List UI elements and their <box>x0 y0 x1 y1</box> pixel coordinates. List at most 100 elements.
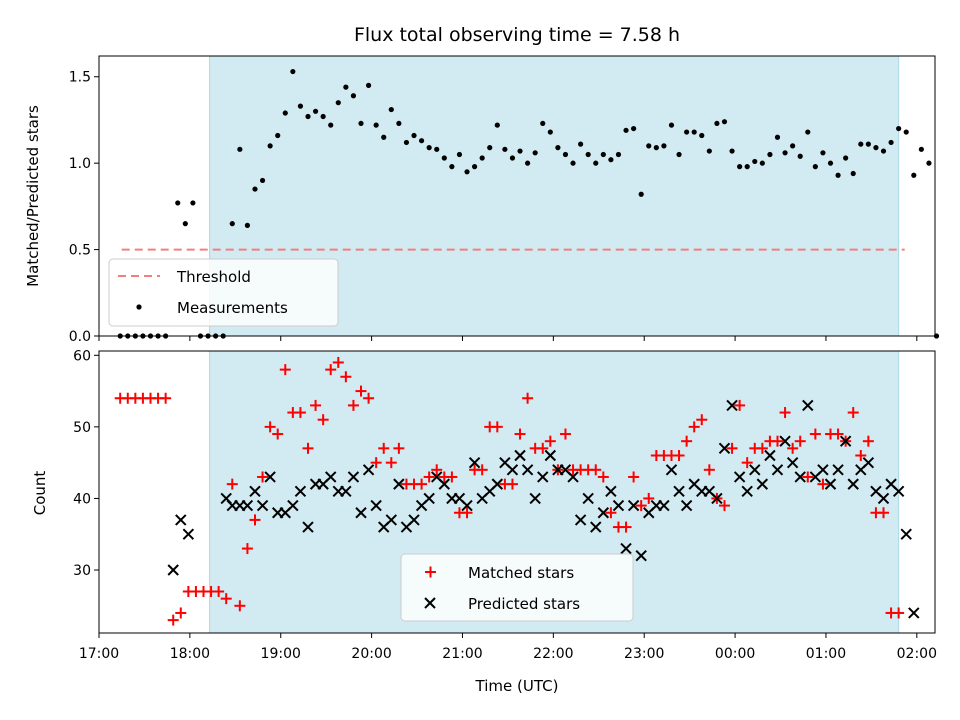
time-x-tick-label: 18:00 <box>170 646 210 662</box>
measurement-point <box>820 150 826 156</box>
matched-star-point <box>416 478 428 490</box>
predicted-x-b <box>393 478 405 490</box>
predicted-star-point <box>658 499 670 512</box>
predicted-star-point <box>711 492 723 505</box>
predicted-x-b <box>771 464 784 476</box>
predicted-star-point <box>832 464 844 476</box>
matched-star-point <box>302 442 314 454</box>
predicted-x-b <box>499 456 511 469</box>
measurement-point <box>441 155 447 161</box>
predicted-x-b <box>620 542 632 555</box>
measurement-point <box>182 221 188 227</box>
predicted-x-b <box>294 485 307 497</box>
matched-star-point <box>673 449 685 461</box>
matched-star-point <box>688 421 700 433</box>
matched-star-point <box>257 471 269 483</box>
predicted-x-b <box>423 492 435 505</box>
measurement-point <box>426 145 432 151</box>
predicted-star-point <box>340 485 352 497</box>
measurement-point <box>744 164 750 170</box>
matched-star-point <box>506 478 518 490</box>
predicted-x-b <box>756 478 769 490</box>
measurement-point <box>305 113 311 120</box>
measurement-point <box>403 139 410 146</box>
measurement-point <box>282 110 288 116</box>
measurement-point <box>517 148 523 154</box>
predicted-star-point <box>468 456 481 469</box>
legend-measurement-swatch <box>136 304 142 310</box>
predicted-x-b <box>779 435 791 447</box>
measurement-point <box>850 170 856 177</box>
predicted-star-point <box>370 499 382 512</box>
time-x-tick-label: 20:00 <box>351 646 391 662</box>
matched-star-point <box>794 435 806 447</box>
measurement-point <box>434 146 440 152</box>
measurement-point <box>343 84 349 90</box>
predicted-star-point <box>847 478 859 490</box>
predicted-x-b <box>658 499 670 512</box>
predicted-star-point <box>605 485 617 497</box>
matched-star-point <box>264 421 276 433</box>
measurement-point <box>555 145 561 151</box>
measurement-point <box>729 148 735 154</box>
measurement-point <box>600 151 606 158</box>
predicted-x-b <box>786 456 799 469</box>
predicted-x-b <box>832 464 844 476</box>
predicted-x-b <box>635 549 647 562</box>
measurement-point <box>774 134 781 140</box>
matched-star-point <box>514 428 526 440</box>
predicted-star-point <box>635 549 647 562</box>
measurement-point <box>858 141 864 147</box>
matched-star-point <box>363 392 375 404</box>
predicted-x-b <box>256 499 269 512</box>
predicted-x-b <box>175 514 187 526</box>
count-y-tick-label: 30 <box>73 563 91 579</box>
legend-matched-swatch <box>425 566 436 578</box>
measurement-point <box>767 151 773 158</box>
predicted-x-b <box>362 464 375 476</box>
measurement-point <box>684 129 690 135</box>
legend-threshold-label: Threshold <box>176 268 251 286</box>
matched-star-point <box>226 478 238 490</box>
predicted-x-b <box>817 464 829 476</box>
matched-star-point <box>817 478 829 490</box>
measurement-point <box>487 145 493 151</box>
ratio-y-tick-label: 1.0 <box>69 156 91 172</box>
time-x-tick-label: 23:00 <box>624 646 664 662</box>
predicted-x-b <box>764 449 776 462</box>
predicted-star-point <box>824 478 837 490</box>
predicted-star-point <box>612 499 625 512</box>
matched-star-point <box>272 428 284 440</box>
measurement-point <box>411 132 417 139</box>
measurement-point <box>585 151 591 158</box>
ratio-legend-box <box>108 258 339 327</box>
predicted-x-b <box>347 471 360 483</box>
predicted-star-point <box>355 507 367 519</box>
predicted-x-b <box>514 449 526 462</box>
chart-title: Flux total observing time = 7.58 h <box>354 24 680 46</box>
time-x-tick-label: 17:00 <box>79 646 119 662</box>
predicted-x-b <box>877 492 890 505</box>
predicted-x-b <box>431 471 443 483</box>
matched-star-point <box>597 471 609 483</box>
legend-predicted-swatch <box>424 597 436 609</box>
matched-star-point <box>544 435 556 447</box>
predicted-star-point <box>733 471 746 483</box>
predicted-x-b <box>892 485 905 497</box>
time-x-tick-label: 00:00 <box>715 646 755 662</box>
predicted-x-b <box>438 478 451 490</box>
measurement-point <box>752 158 758 165</box>
measurement-point <box>175 200 181 206</box>
matched-star-point <box>294 407 306 419</box>
measurement-point <box>668 122 675 128</box>
matched-star-point <box>779 407 791 419</box>
matched-star-point <box>809 428 821 440</box>
measurement-point <box>903 129 909 135</box>
predicted-x-b <box>862 456 875 469</box>
measurement-point <box>661 143 667 149</box>
predicted-star-point <box>597 507 610 519</box>
matched-star-point <box>431 464 443 476</box>
predicted-x-b <box>220 492 232 505</box>
matched-star-point <box>696 414 708 426</box>
predicted-x-b <box>726 399 738 412</box>
